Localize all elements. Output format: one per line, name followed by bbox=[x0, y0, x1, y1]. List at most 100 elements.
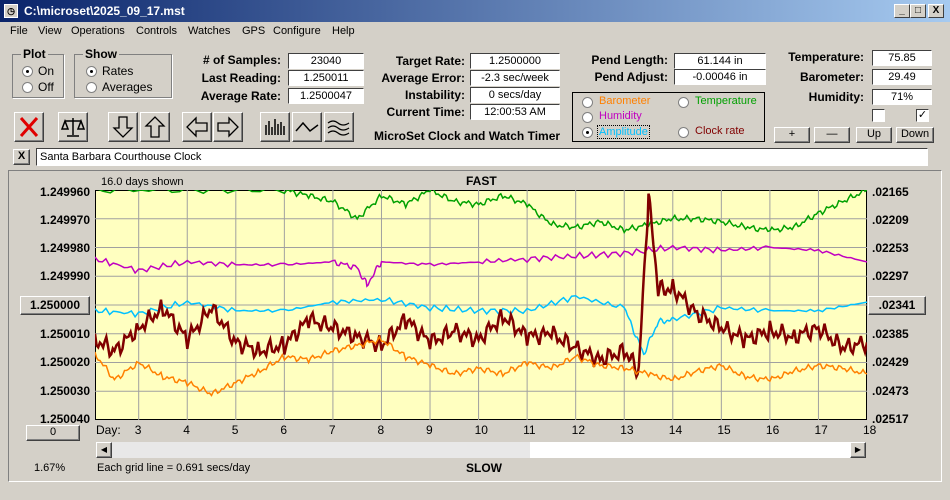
day-tick-label: 5 bbox=[231, 423, 239, 437]
day-tick-label: 13 bbox=[620, 423, 634, 437]
horizontal-scrollbar[interactable]: ◀ ▶ bbox=[96, 442, 866, 458]
cancel-button[interactable] bbox=[14, 112, 44, 142]
humidity-reading-value: 71% bbox=[872, 89, 932, 105]
right-checkbox[interactable]: ✓ bbox=[916, 109, 929, 122]
barometer-label: Barometer bbox=[599, 95, 651, 107]
menu-gps[interactable]: GPS bbox=[242, 25, 266, 37]
bar-graph-icon bbox=[265, 119, 285, 135]
minimize-button[interactable]: _ bbox=[894, 4, 910, 18]
plot-on-label: On bbox=[38, 64, 55, 78]
samples-value: 23040 bbox=[288, 53, 364, 69]
pend-adjust-label: Pend Adjust: bbox=[594, 70, 668, 84]
up-button[interactable]: Up bbox=[856, 127, 892, 143]
menu-bar: File View Operations Controls Watches GP… bbox=[0, 22, 950, 42]
move-left-button[interactable] bbox=[182, 112, 212, 142]
series-line-temperature bbox=[97, 190, 867, 235]
menu-file[interactable]: File bbox=[10, 25, 28, 37]
cancel-icon bbox=[19, 117, 39, 137]
right-axis-tick: .02385 bbox=[872, 327, 909, 341]
move-right-button[interactable] bbox=[213, 112, 243, 142]
day-tick-label: 14 bbox=[668, 423, 683, 437]
clock-name-field[interactable]: Santa Barbara Courthouse Clock bbox=[36, 148, 928, 166]
close-button[interactable]: X bbox=[928, 4, 944, 18]
left-axis-tick: 1.249970 bbox=[39, 213, 90, 227]
sensor-selector bbox=[572, 92, 765, 142]
maximize-button[interactable]: □ bbox=[910, 4, 926, 18]
left-checkbox[interactable] bbox=[872, 109, 885, 122]
current-time-label: Current Time: bbox=[386, 105, 465, 119]
left-axis-tick: 1.249960 bbox=[39, 185, 90, 199]
plot-off-radio[interactable] bbox=[22, 82, 33, 93]
last-reading-label: Last Reading: bbox=[201, 71, 281, 85]
clockrate-radio[interactable] bbox=[678, 127, 689, 138]
percent-label: 1.67% bbox=[34, 462, 66, 474]
barometer-radio[interactable] bbox=[582, 97, 593, 108]
right-axis-tick: .02253 bbox=[872, 241, 909, 255]
menu-help[interactable]: Help bbox=[332, 25, 355, 37]
right-center-button[interactable]: .02341 bbox=[868, 296, 926, 315]
arrow-right-icon bbox=[217, 116, 239, 138]
temperature-radio[interactable] bbox=[678, 97, 689, 108]
left-axis-tick: 1.250020 bbox=[39, 355, 90, 369]
show-rates-radio[interactable] bbox=[86, 66, 97, 77]
menu-controls[interactable]: Controls bbox=[136, 25, 177, 37]
clock-close-button[interactable]: X bbox=[13, 149, 30, 165]
days-shown-label: 16.0 days shown bbox=[101, 176, 184, 188]
arrow-down-icon bbox=[112, 116, 134, 138]
scroll-left-icon[interactable]: ◀ bbox=[96, 442, 112, 458]
target-rate-value: 1.2500000 bbox=[470, 53, 560, 69]
current-time-value: 12:00:53 AM bbox=[470, 104, 560, 120]
zero-button[interactable]: 0 bbox=[26, 425, 80, 441]
amplitude-radio[interactable] bbox=[582, 127, 593, 138]
average-rate-value: 1.2500047 bbox=[288, 88, 364, 104]
humidity-radio[interactable] bbox=[582, 112, 593, 123]
amplitude-label: Amplitude bbox=[597, 125, 650, 139]
day-tick-label: 9 bbox=[426, 423, 433, 437]
minus-button[interactable]: — bbox=[814, 127, 850, 143]
slow-label: SLOW bbox=[466, 461, 502, 475]
scroll-right-icon[interactable]: ▶ bbox=[850, 442, 866, 458]
bar-graph-button[interactable] bbox=[260, 112, 290, 142]
humidity-label: Humidity bbox=[599, 110, 642, 122]
menu-view[interactable]: View bbox=[38, 25, 62, 37]
clockrate-label: Clock rate bbox=[695, 125, 745, 137]
pend-adjust-value: -0.00046 in bbox=[674, 69, 766, 85]
last-reading-value: 1.250011 bbox=[288, 70, 364, 86]
average-rate-label: Average Rate: bbox=[200, 89, 281, 103]
day-tick-label: 11 bbox=[523, 423, 536, 437]
menu-configure[interactable]: Configure bbox=[273, 25, 321, 37]
window-title: C:\microset\2025_09_17.mst bbox=[24, 4, 185, 18]
line-graph-button[interactable] bbox=[292, 112, 322, 142]
left-axis-tick: 1.250040 bbox=[39, 412, 90, 426]
series-line-humidity bbox=[95, 244, 867, 288]
menu-operations[interactable]: Operations bbox=[71, 25, 125, 37]
series-line-amplitude bbox=[95, 295, 867, 356]
move-up-button[interactable] bbox=[140, 112, 170, 142]
day-tick-label: 16 bbox=[765, 423, 780, 437]
average-error-label: Average Error: bbox=[381, 71, 465, 85]
fast-label: FAST bbox=[466, 174, 497, 188]
chart-series bbox=[95, 190, 867, 397]
plot-on-radio[interactable] bbox=[22, 66, 33, 77]
rate-chart[interactable] bbox=[95, 190, 867, 420]
move-down-button[interactable] bbox=[108, 112, 138, 142]
plot-group-title: Plot bbox=[21, 47, 48, 61]
plus-button[interactable]: + bbox=[774, 127, 810, 143]
show-averages-radio[interactable] bbox=[86, 82, 97, 93]
balance-button[interactable] bbox=[58, 112, 88, 142]
show-averages-label: Averages bbox=[102, 80, 153, 94]
day-tick-label: 8 bbox=[377, 423, 385, 437]
series-line-barometer bbox=[95, 335, 867, 397]
day-tick-label: 17 bbox=[814, 423, 828, 437]
temperature-reading-label: Temperature: bbox=[788, 50, 864, 64]
pend-length-label: Pend Length: bbox=[591, 53, 668, 67]
menu-watches[interactable]: Watches bbox=[188, 25, 231, 37]
wave-button[interactable] bbox=[324, 112, 354, 142]
scroll-thumb[interactable] bbox=[530, 442, 852, 458]
down-button[interactable]: Down bbox=[896, 127, 934, 143]
barometer-reading-value: 29.49 bbox=[872, 69, 932, 85]
plot-group: Plot bbox=[12, 47, 64, 98]
average-error-value: -2.3 sec/week bbox=[470, 70, 560, 86]
rate-center-button[interactable]: 1.250000 bbox=[20, 296, 90, 315]
plot-panel bbox=[8, 170, 942, 482]
